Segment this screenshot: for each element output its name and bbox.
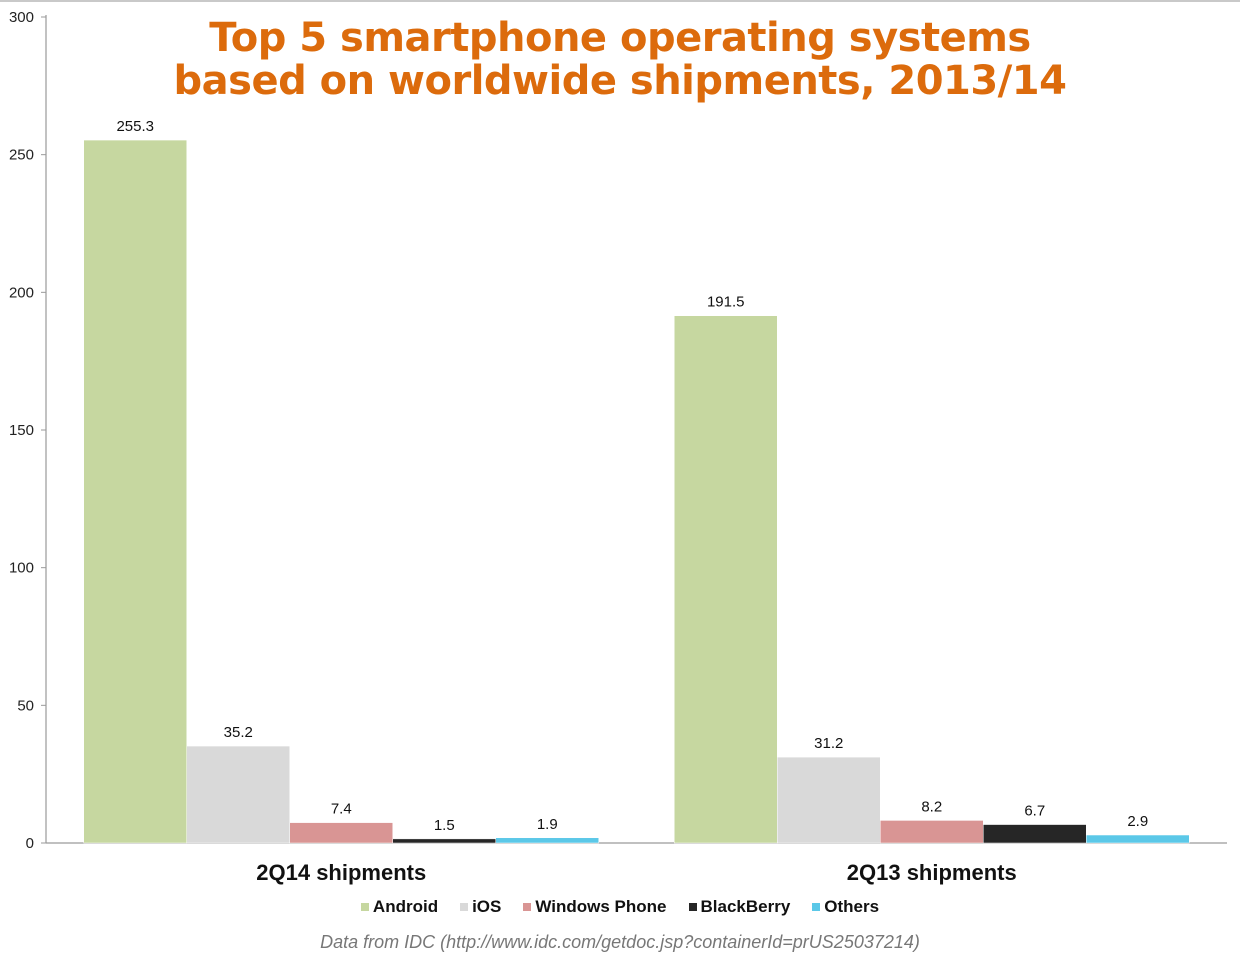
legend-swatch (812, 903, 821, 911)
y-tick-label: 150 (9, 422, 34, 439)
bar-blackberry (983, 824, 1087, 844)
bar-windows-phone (880, 820, 984, 844)
y-tick-label: 0 (26, 835, 34, 852)
legend-label: iOS (472, 897, 502, 916)
data-label: 1.9 (537, 816, 558, 833)
chart-title-line-2: based on worldwide shipments, 2013/14 (173, 58, 1067, 104)
y-tick-label: 50 (17, 697, 34, 714)
data-label: 31.2 (814, 735, 843, 752)
y-tick-label: 300 (9, 9, 34, 26)
y-tick-label: 100 (9, 560, 34, 577)
bar-blackberry (392, 838, 496, 844)
legend-label: Others (824, 897, 880, 916)
y-tick-label: 250 (9, 147, 34, 164)
legend-item: iOS (460, 897, 501, 917)
legend-label: Android (372, 897, 439, 916)
data-label: 7.4 (331, 801, 352, 818)
chart-legend: Android iOS Windows Phone BlackBerry Others (0, 897, 1240, 917)
bar-ios (777, 756, 881, 844)
bar-android (83, 139, 187, 844)
bar-others (1086, 834, 1190, 844)
legend-item: BlackBerry (688, 897, 791, 917)
x-category-label: 2Q14 shipments (256, 860, 426, 885)
legend-swatch (360, 903, 369, 911)
data-label: 1.5 (434, 817, 455, 834)
bar-others (495, 837, 599, 844)
data-label: 8.2 (921, 798, 942, 815)
data-label: 191.5 (707, 294, 745, 311)
data-label: 2.9 (1127, 813, 1148, 830)
legend-label: Windows Phone (535, 897, 667, 916)
source-note: Data from IDC (http://www.idc.com/getdoc… (320, 932, 920, 952)
bar-ios (186, 745, 290, 844)
top-border (0, 0, 1240, 2)
data-label: 35.2 (224, 724, 253, 741)
legend-swatch (523, 903, 532, 911)
legend-item: Others (812, 897, 879, 917)
legend-item: Windows Phone (523, 897, 667, 917)
x-category-label: 2Q13 shipments (847, 860, 1017, 885)
legend-item: Android (360, 897, 439, 917)
legend-swatch (688, 903, 697, 911)
chart-title-line-1: Top 5 smartphone operating systems (209, 15, 1031, 61)
bar-android (674, 315, 778, 844)
y-tick-label: 200 (9, 284, 34, 301)
bar-windows-phone (289, 822, 393, 844)
legend-swatch (460, 903, 469, 911)
data-label: 255.3 (116, 118, 154, 135)
data-label: 6.7 (1024, 803, 1045, 820)
legend-label: BlackBerry (700, 897, 791, 916)
